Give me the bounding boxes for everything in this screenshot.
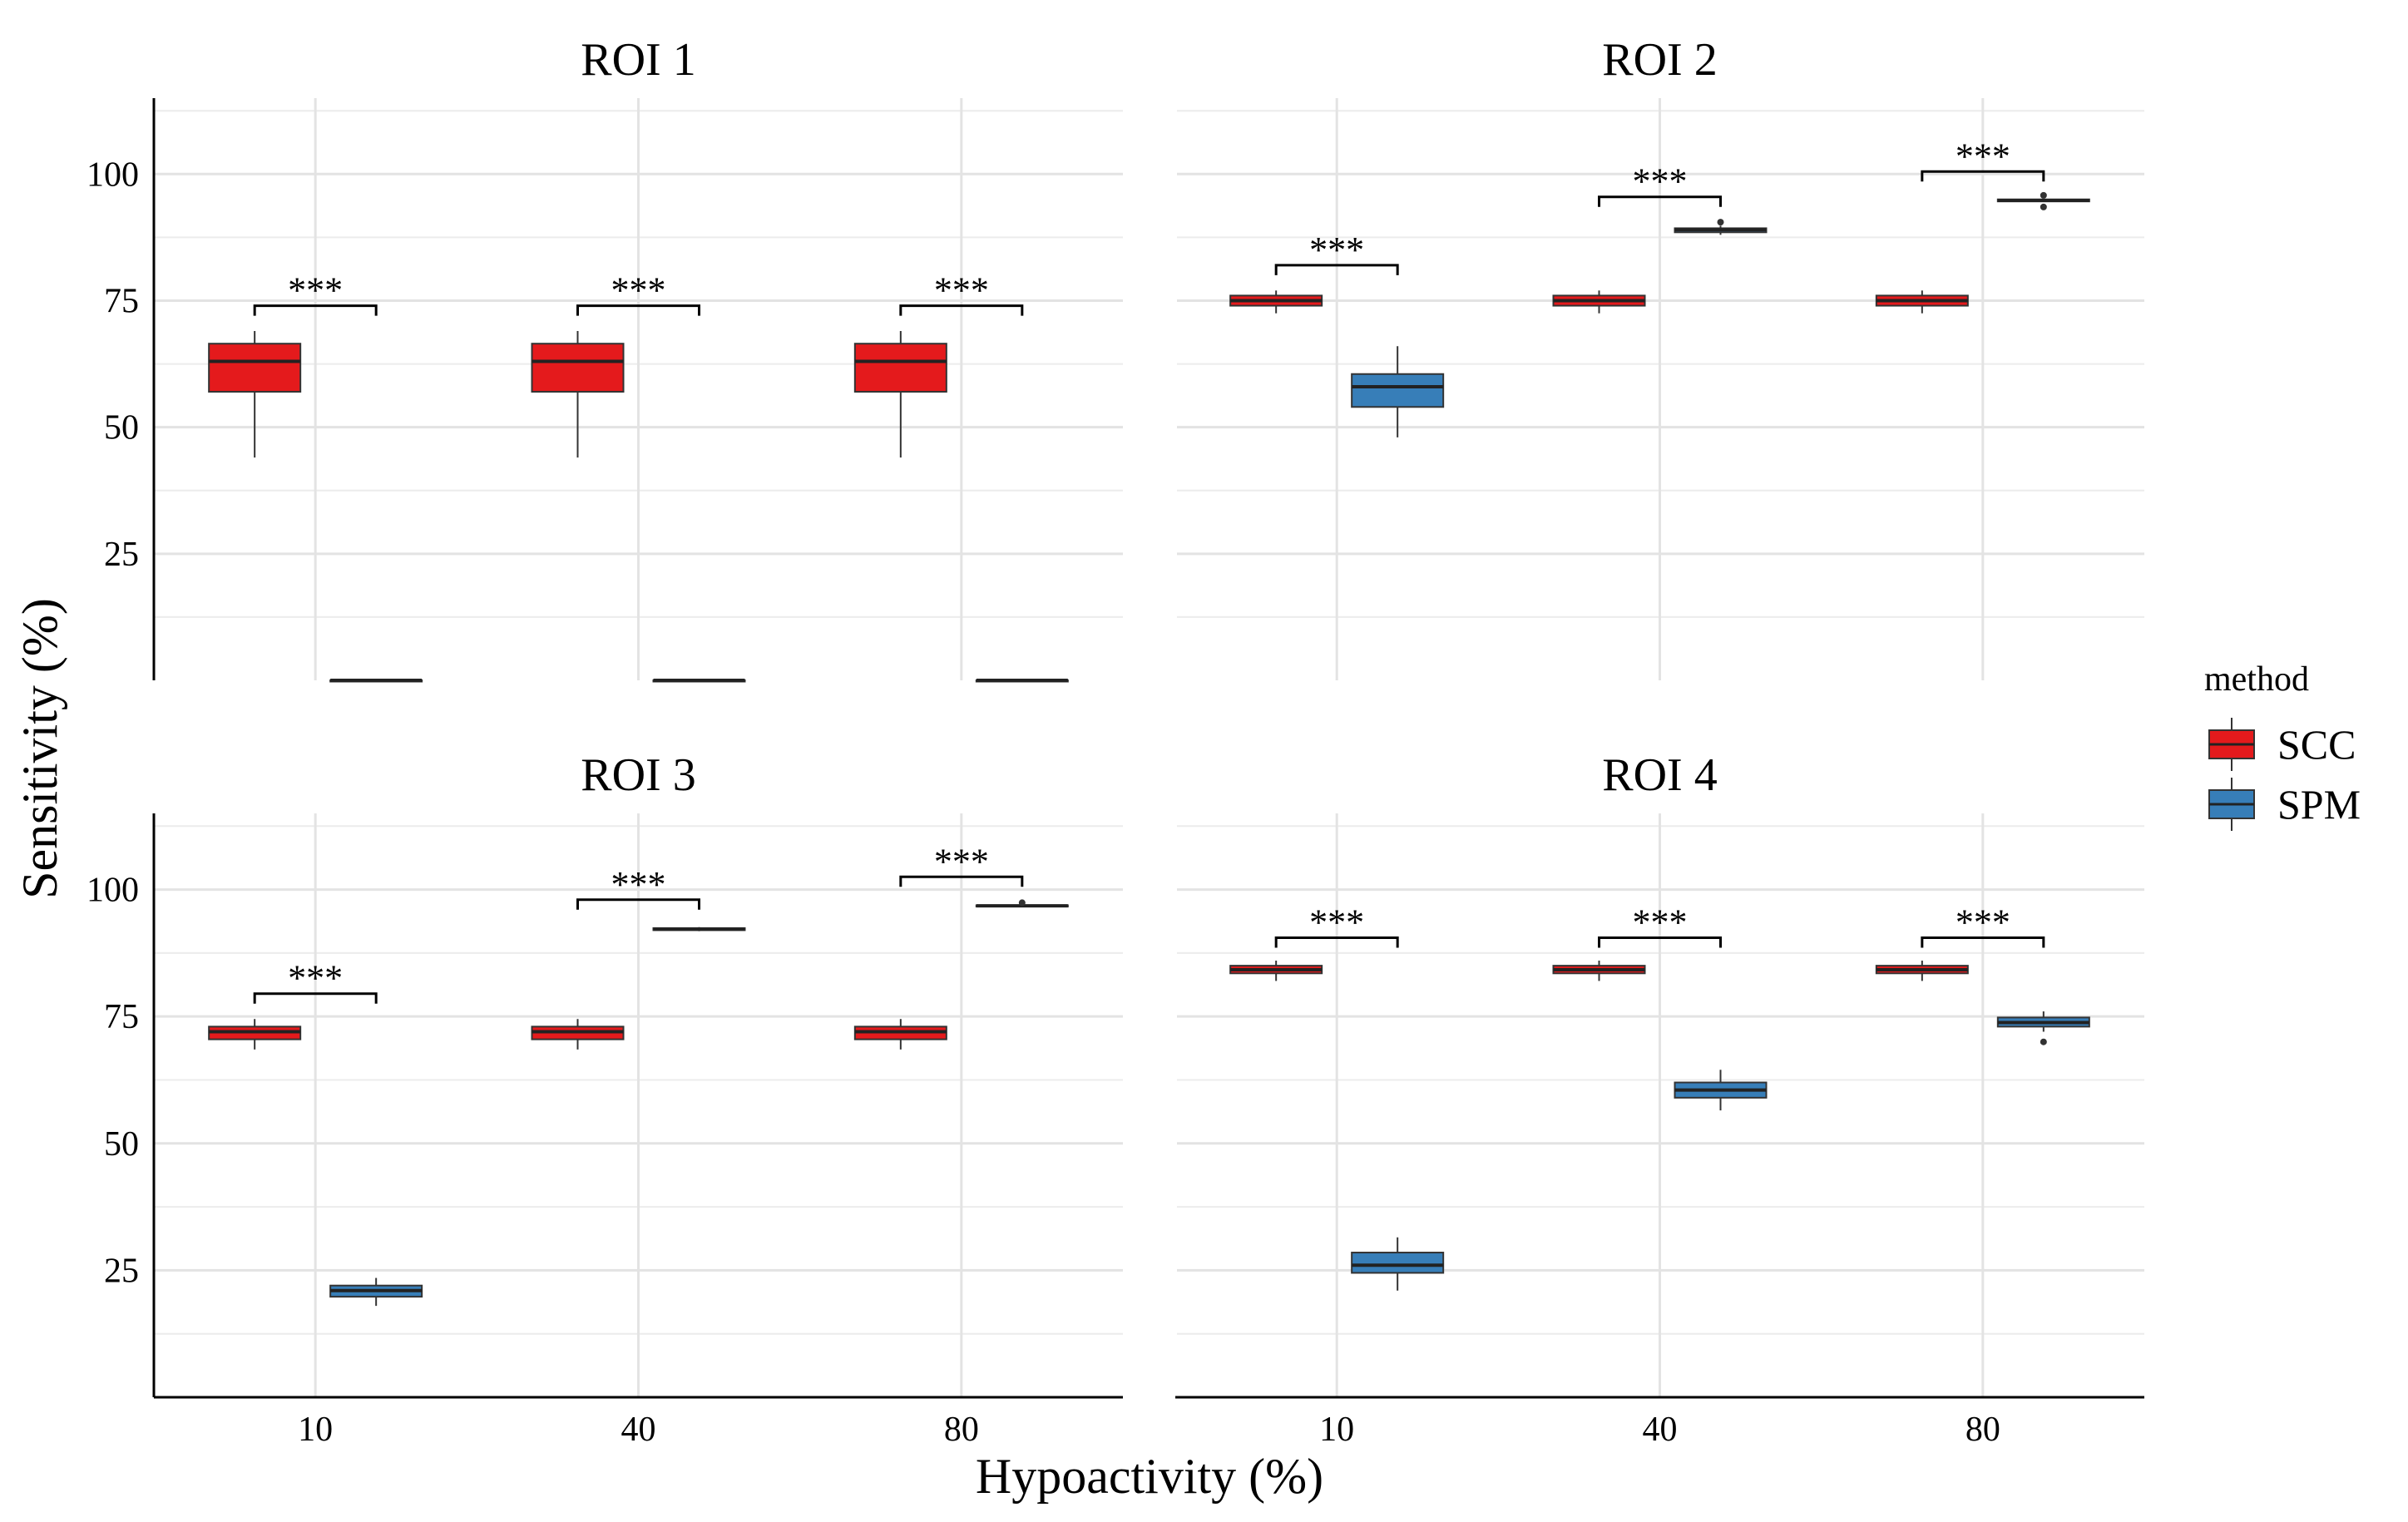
outlier-point	[1018, 899, 1026, 907]
significance-bracket	[899, 875, 1024, 887]
box-scc	[1875, 290, 1969, 314]
y-tick-label: 25	[104, 1252, 139, 1290]
significance-label: ***	[611, 270, 666, 311]
box-scc	[208, 1019, 302, 1050]
x-tick-label: 10	[1319, 1411, 1354, 1449]
x-tick-label: 10	[298, 1411, 333, 1449]
outlier-point	[2040, 1038, 2047, 1045]
box-scc	[1229, 290, 1323, 314]
y-tick-label: 50	[104, 1125, 139, 1164]
box-spm	[1996, 1011, 2090, 1045]
significance-bracket	[1274, 264, 1399, 275]
box-body	[1351, 373, 1445, 408]
box-spm	[975, 899, 1069, 908]
x-tick-label: 40	[1643, 1411, 1678, 1449]
significance-bracket	[576, 898, 700, 910]
box-scc	[531, 331, 625, 458]
outlier-point	[2040, 203, 2047, 210]
box-body	[1351, 1252, 1445, 1274]
legend-entry-scc: SCC	[2208, 718, 2356, 771]
y-tick-label: 75	[104, 282, 139, 320]
significance-bracket	[1921, 170, 2045, 182]
significance-bracket	[253, 992, 378, 1004]
box-scc	[1552, 290, 1646, 314]
box-scc	[1552, 961, 1646, 981]
significance-label: ***	[611, 864, 666, 905]
significance-bracket	[1274, 936, 1399, 948]
legend-label: SCC	[2277, 721, 2356, 768]
significance-label: ***	[1309, 902, 1364, 943]
panel-title: ROI 4	[1602, 749, 1717, 801]
y-tick-label: 100	[87, 872, 139, 910]
box-spm	[329, 1277, 423, 1307]
legend: method SCC SPM	[2204, 660, 2361, 831]
box-spm	[652, 927, 746, 931]
legend-entries: SCC SPM	[2208, 718, 2361, 831]
box-spm	[1674, 219, 1768, 235]
box-scc	[1229, 961, 1323, 981]
box-spm	[1674, 1070, 1768, 1111]
x-tick-label: 80	[1965, 1411, 2000, 1449]
box-scc	[208, 331, 302, 458]
box-spm	[1996, 191, 2090, 210]
significance-label: ***	[1956, 902, 2010, 943]
box-scc	[1875, 961, 1969, 981]
significance-label: ***	[1956, 136, 2010, 176]
box-body	[853, 343, 947, 393]
outlier-point	[1717, 219, 1724, 226]
panel-title: ROI 1	[581, 34, 695, 86]
panel-1: ROI 1 25 50 75 100 *** *** ***	[87, 34, 1123, 683]
significance-label: ***	[934, 270, 989, 311]
y-tick-label: 50	[104, 409, 139, 447]
box-scc	[531, 1019, 625, 1050]
panel-title: ROI 2	[1602, 34, 1717, 86]
panel-title: ROI 3	[581, 749, 695, 801]
box-body	[208, 343, 302, 393]
significance-label: ***	[1633, 161, 1688, 202]
significance-bracket	[1598, 936, 1722, 948]
x-axis-title: Hypoactivity (%)	[976, 1449, 1323, 1504]
significance-bracket	[253, 304, 378, 316]
significance-label: ***	[934, 841, 989, 882]
panel-2: ROI 2 *** *** ***	[1174, 34, 2144, 680]
significance-bracket	[1921, 936, 2045, 948]
box-spm	[975, 679, 1069, 683]
significance-label: ***	[288, 270, 343, 311]
box-scc	[853, 1019, 947, 1050]
significance-bracket	[576, 304, 700, 316]
significance-label: ***	[288, 958, 343, 999]
y-tick-label: 75	[104, 998, 139, 1036]
significance-bracket	[899, 304, 1024, 316]
legend-title: method	[2204, 660, 2309, 699]
y-tick-label: 100	[87, 156, 139, 194]
outlier-point	[2040, 191, 2047, 199]
legend-entry-spm: SPM	[2208, 778, 2361, 831]
box-spm	[652, 679, 746, 683]
x-tick-label: 40	[621, 1411, 656, 1449]
x-tick-label: 80	[944, 1411, 979, 1449]
box-spm	[329, 679, 423, 683]
legend-label: SPM	[2277, 781, 2361, 828]
panel-4: ROI 4 10 40 80 *** *** ***	[1174, 749, 2144, 1449]
box-spm	[1351, 1237, 1445, 1291]
y-tick-label: 25	[104, 536, 139, 574]
box-scc	[853, 331, 947, 458]
box-body	[531, 343, 625, 393]
significance-label: ***	[1309, 230, 1364, 270]
significance-label: ***	[1633, 902, 1688, 943]
significance-bracket	[1598, 195, 1722, 207]
box-spm	[1351, 346, 1445, 437]
panel-3: ROI 3 25 50 75 100 10 40 80 *** *** ***	[87, 749, 1123, 1449]
y-axis-title: Sensitivity (%)	[12, 598, 67, 899]
